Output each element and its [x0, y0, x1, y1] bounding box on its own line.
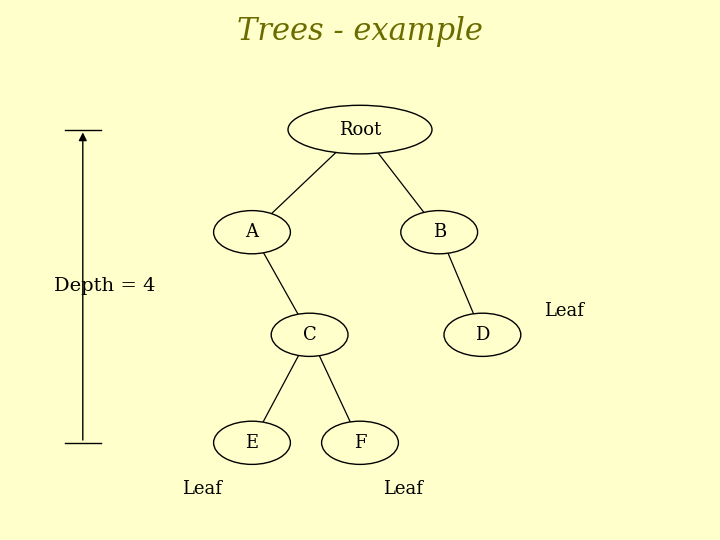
Text: Leaf: Leaf — [383, 480, 423, 498]
Text: B: B — [433, 223, 446, 241]
Text: Trees - example: Trees - example — [237, 16, 483, 47]
Ellipse shape — [444, 313, 521, 356]
Text: D: D — [475, 326, 490, 344]
Ellipse shape — [401, 211, 477, 254]
Ellipse shape — [271, 313, 348, 356]
Ellipse shape — [322, 421, 398, 464]
Ellipse shape — [214, 211, 290, 254]
Text: Leaf: Leaf — [181, 480, 222, 498]
Text: F: F — [354, 434, 366, 452]
Text: A: A — [246, 223, 258, 241]
Text: Depth = 4: Depth = 4 — [54, 277, 156, 295]
Text: Root: Root — [339, 120, 381, 139]
Text: Leaf: Leaf — [544, 301, 583, 320]
Ellipse shape — [214, 421, 290, 464]
Text: E: E — [246, 434, 258, 452]
Ellipse shape — [288, 105, 432, 154]
Text: C: C — [302, 326, 317, 344]
